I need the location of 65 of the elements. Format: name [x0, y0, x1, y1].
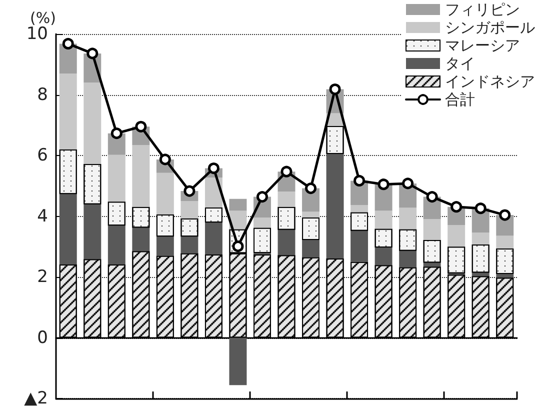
bar [229, 338, 247, 386]
bar [472, 272, 490, 276]
bar [254, 217, 271, 228]
bar [302, 240, 320, 258]
point [110, 128, 122, 140]
point [62, 38, 74, 50]
bar [132, 228, 150, 252]
bar [108, 154, 126, 202]
point [86, 48, 98, 60]
bar [423, 262, 441, 267]
point [256, 191, 268, 203]
legend-label: フィリピン [445, 0, 520, 18]
bar [204, 222, 222, 255]
bar [108, 226, 126, 265]
legend-label: インドネシア [445, 72, 535, 90]
point [474, 202, 486, 214]
point [280, 166, 292, 178]
y-tick-label: 2 [37, 267, 48, 287]
y-tick-label: ▲2 [24, 388, 48, 407]
bar [84, 204, 102, 260]
point [159, 154, 171, 166]
point [450, 201, 462, 213]
point [305, 182, 317, 194]
bar [229, 198, 247, 211]
y-tick-label: 8 [37, 84, 48, 105]
legend-label: 合計 [445, 90, 475, 108]
point [378, 178, 390, 190]
bar [326, 154, 344, 258]
bar [278, 230, 296, 256]
legend-label: シンガポール [445, 18, 535, 36]
bar [302, 212, 320, 218]
bar [156, 236, 174, 256]
bar [350, 230, 368, 262]
bar [399, 208, 417, 230]
legend-label: マレーシア [445, 36, 520, 54]
bar [59, 73, 77, 150]
point [329, 84, 341, 96]
point [354, 174, 366, 186]
bar [472, 232, 490, 244]
bar [496, 236, 514, 248]
point [426, 191, 438, 203]
bar [180, 201, 198, 218]
bar [59, 194, 77, 265]
point [402, 178, 414, 190]
legend-label: タイ [445, 54, 475, 72]
point [499, 209, 511, 221]
bar [423, 218, 441, 240]
bar [204, 178, 222, 208]
point [135, 120, 147, 132]
bar [278, 192, 296, 207]
bar [84, 82, 102, 164]
bar [350, 205, 368, 212]
y-tick-label: 0 [37, 328, 48, 348]
bar [132, 145, 150, 207]
y-tick-label: 6 [37, 146, 48, 166]
bar [399, 250, 417, 268]
bar [496, 274, 514, 278]
bar [448, 225, 466, 247]
bar [180, 236, 198, 254]
bar [374, 210, 392, 229]
point [184, 185, 196, 197]
bar [374, 248, 392, 266]
bar [156, 172, 174, 214]
y-tick-label: 4 [37, 206, 48, 226]
point [208, 162, 220, 174]
